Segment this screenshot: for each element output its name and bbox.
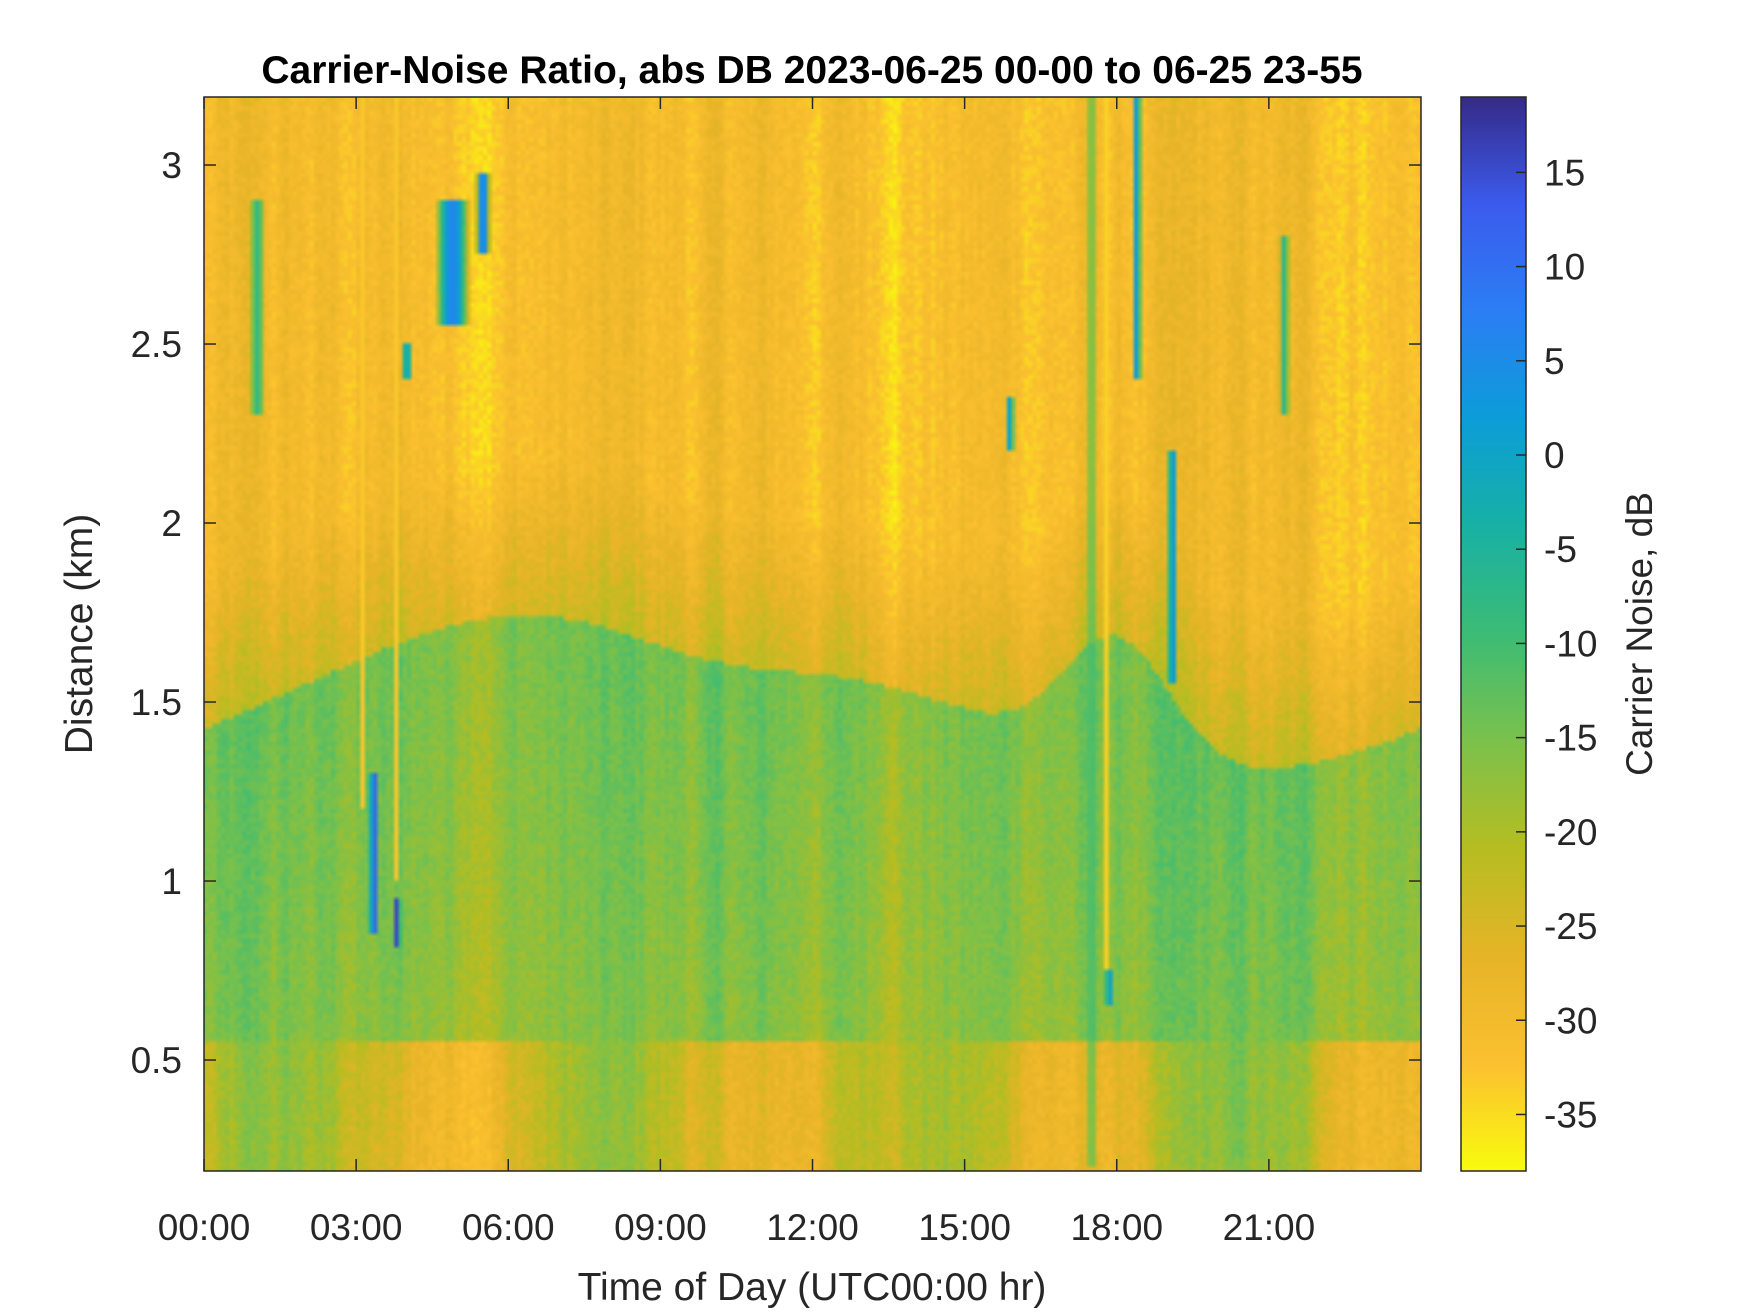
y-tick-label: 2.5 [131, 324, 182, 365]
y-tick-label: 1.5 [131, 682, 182, 723]
colorbar-tick-label: 0 [1544, 435, 1565, 476]
x-tick-label: 09:00 [614, 1207, 707, 1248]
y-tick-label: 1 [161, 861, 182, 902]
colorbar-tick-label: -5 [1544, 529, 1577, 570]
x-tick-label: 15:00 [918, 1207, 1011, 1248]
x-tick-label: 18:00 [1070, 1207, 1163, 1248]
heatmap-field [204, 97, 1421, 1171]
colorbar-tick-label: -20 [1544, 812, 1597, 853]
x-axis-label: Time of Day (UTC00:00 hr) [578, 1266, 1047, 1309]
x-tick-label: 12:00 [766, 1207, 859, 1248]
chart-title: Carrier-Noise Ratio, abs DB 2023-06-25 0… [261, 49, 1362, 92]
y-axis: 0.5 1 1.5 2 2.5 3 [131, 145, 1421, 1081]
y-tick-label: 0.5 [131, 1040, 182, 1081]
colorbar-tick-label: -30 [1544, 1000, 1597, 1041]
y-axis-label: Distance (km) [58, 514, 101, 755]
colorbar-tick-label: 10 [1544, 247, 1585, 288]
colorbar-tick-label: 15 [1544, 152, 1585, 193]
colorbar-label: Carrier Noise, dB [1619, 492, 1660, 776]
colorbar-ticks: 15 10 5 0 -5 -10 -15 -20 -25 -30 -35 [1516, 152, 1597, 1135]
colorbar-tick-label: -10 [1544, 623, 1597, 664]
colorbar [1460, 96, 1527, 1172]
colorbar-tick-label: -15 [1544, 718, 1597, 759]
colorbar-tick-label: -35 [1544, 1094, 1597, 1135]
colorbar-tick-label: -25 [1544, 906, 1597, 947]
x-tick-label: 03:00 [310, 1207, 403, 1248]
colorbar-tick-label: 5 [1544, 341, 1565, 382]
x-tick-label: 00:00 [158, 1207, 251, 1248]
x-tick-label: 06:00 [462, 1207, 555, 1248]
y-tick-label: 3 [161, 145, 182, 186]
heatmap-image [204, 97, 1421, 1171]
y-tick-label: 2 [161, 503, 182, 544]
x-tick-label: 21:00 [1223, 1207, 1316, 1248]
x-axis: 00:00 03:00 06:00 09:00 12:00 15:00 18:00 21:00 [158, 97, 1315, 1248]
